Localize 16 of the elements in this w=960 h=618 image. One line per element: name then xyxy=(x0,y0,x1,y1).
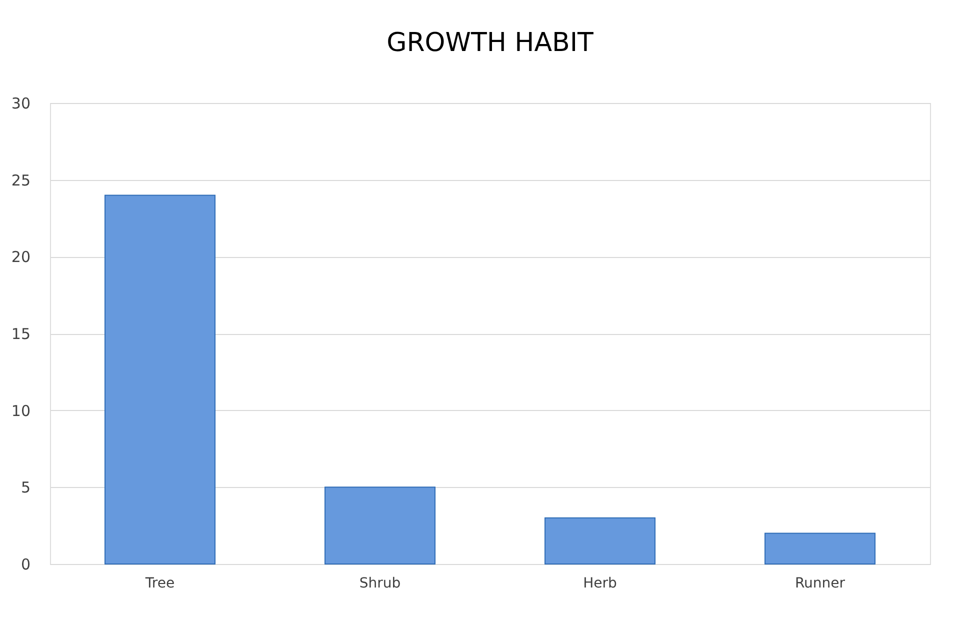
y-tick-label: 5 xyxy=(20,478,30,497)
bar xyxy=(764,532,876,564)
x-tick-label: Tree xyxy=(144,576,175,592)
y-tick-label: 15 xyxy=(11,325,30,343)
bar xyxy=(324,486,436,564)
y-tick-label: 25 xyxy=(11,171,30,190)
y-tick-label: 0 xyxy=(20,556,30,574)
chart-title: GROWTH HABIT xyxy=(386,28,594,58)
bar xyxy=(104,194,216,564)
y-tick-label: 20 xyxy=(11,248,30,266)
y-tick-label: 10 xyxy=(11,402,30,420)
x-tick-label: Herb xyxy=(583,576,617,592)
y-tick-label: 30 xyxy=(11,94,30,112)
x-tick-label: Shrub xyxy=(359,576,401,592)
bar xyxy=(544,517,656,564)
x-tick-label: Runner xyxy=(794,576,846,592)
